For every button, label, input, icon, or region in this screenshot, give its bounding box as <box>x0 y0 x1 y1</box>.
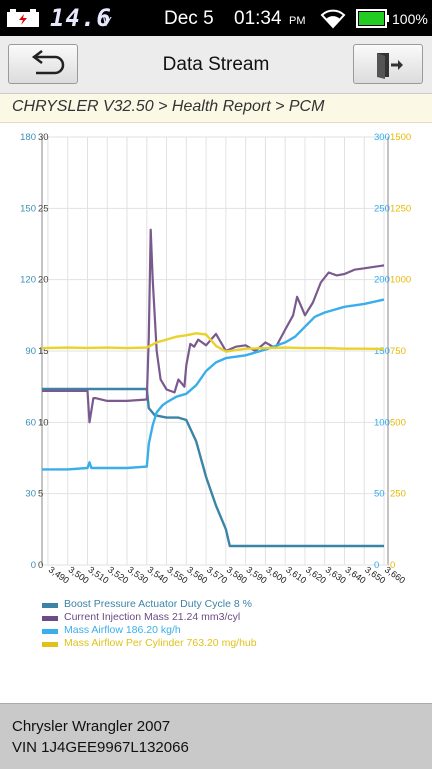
right-axis-tick-label: 50 <box>374 489 385 500</box>
battery-percent: 100% <box>392 11 428 27</box>
right-axis-tick-label: 1250 <box>390 203 411 214</box>
battery-voltage: 14.6 <box>50 4 112 32</box>
left-axis-tick-label: 0 <box>31 560 36 571</box>
x-tick-label: 3,580 <box>225 564 249 585</box>
legend-swatch <box>42 642 58 647</box>
status-time: 01:34 <box>234 8 282 29</box>
series-line-mass-airflow-per-cylinder <box>41 332 385 353</box>
x-tick-label: 3,610 <box>284 564 308 585</box>
x-tick-label: 3,550 <box>165 564 189 585</box>
right-axis-tick-label: 100 <box>374 417 390 428</box>
left-axis-tick-label: 25 <box>38 203 49 214</box>
title-bar: Data Stream <box>0 36 432 94</box>
x-tick-label: 3,490 <box>47 564 71 585</box>
left-axis-tick-label: 180 <box>20 132 36 143</box>
left-axis-tick-label: 5 <box>38 489 43 500</box>
legend-label: Current Injection Mass 21.24 mm3/cyl <box>64 611 241 623</box>
x-tick-label: 3,590 <box>244 564 268 585</box>
x-tick-label: 3,500 <box>67 564 91 585</box>
right-axis-tick-label: 250 <box>374 203 390 214</box>
x-tick-label: 3,510 <box>86 564 110 585</box>
right-axis-tick-label: 1000 <box>390 275 411 286</box>
phone-battery-icon <box>356 9 389 28</box>
left-axis-tick-label: 20 <box>38 275 49 286</box>
series-line-current-injection-mass <box>42 228 385 424</box>
x-tick-label: 3,640 <box>343 564 367 585</box>
page-title: Data Stream <box>162 54 270 75</box>
vehicle-model: Chrysler Wrangler 2007 <box>12 718 171 735</box>
data-stream-chart: 3,4903,5003,5103,5203,5303,5403,5503,560… <box>20 132 411 586</box>
series-line-mass-airflow <box>42 298 385 471</box>
voltage-unit: V <box>102 14 111 29</box>
series-line-boost-pressure-actuator-duty-cycle <box>42 387 384 548</box>
vehicle-vin: VIN 1J4GEE9967L132066 <box>12 739 189 756</box>
right-axis-tick-label: 200 <box>374 275 390 286</box>
vehicle-info: Chrysler Wrangler 2007 VIN 1J4GEE9967L13… <box>0 703 432 769</box>
x-tick-label: 3,570 <box>205 564 229 585</box>
exit-button[interactable] <box>353 44 423 84</box>
x-tick-label: 3,540 <box>146 564 170 585</box>
legend-item: Current Injection Mass 21.24 mm3/cyl <box>42 611 257 624</box>
chart-legend: Boost Pressure Actuator Duty Cycle 8 % Cu… <box>42 598 257 650</box>
legend-item: Boost Pressure Actuator Duty Cycle 8 % <box>42 598 257 611</box>
car-battery-icon <box>7 9 39 27</box>
right-axis-tick-label: 500 <box>390 417 406 428</box>
left-axis-tick-label: 30 <box>38 132 49 143</box>
x-tick-label: 3,560 <box>185 564 209 585</box>
x-tick-label: 3,520 <box>106 564 130 585</box>
x-tick-label: 3,600 <box>264 564 288 585</box>
legend-item: Mass Airflow Per Cylinder 763.20 mg/hub <box>42 637 257 650</box>
status-date: Dec 5 <box>164 8 214 29</box>
legend-item: Mass Airflow 186.20 kg/h <box>42 624 257 637</box>
legend-label: Mass Airflow 186.20 kg/h <box>64 624 181 636</box>
right-axis-tick-label: 150 <box>374 346 390 357</box>
x-tick-label: 3,620 <box>304 564 328 585</box>
left-axis-tick-label: 15 <box>38 346 49 357</box>
left-axis-tick-label: 10 <box>38 417 49 428</box>
legend-swatch <box>42 603 58 608</box>
breadcrumb: CHRYSLER V32.50 > Health Report > PCM <box>0 94 432 123</box>
back-arrow-icon <box>31 50 65 75</box>
legend-label: Mass Airflow Per Cylinder 763.20 mg/hub <box>64 637 257 649</box>
left-axis-tick-label: 120 <box>20 275 36 286</box>
legend-label: Boost Pressure Actuator Duty Cycle 8 % <box>64 598 252 610</box>
x-tick-label: 3,630 <box>324 564 348 585</box>
status-bar: 14.6 V Dec 5 01:34 PM 100% <box>0 0 432 36</box>
right-axis-tick-label: 1500 <box>390 132 411 143</box>
legend-swatch <box>42 629 58 634</box>
right-axis-tick-label: 0 <box>374 560 379 571</box>
left-axis-tick-label: 0 <box>38 560 43 571</box>
x-tick-label: 3,530 <box>126 564 150 585</box>
exit-door-icon <box>377 53 403 79</box>
status-ampm: PM <box>289 15 306 27</box>
right-axis-tick-label: 300 <box>374 132 390 143</box>
left-axis-tick-label: 90 <box>25 346 36 357</box>
right-axis-tick-label: 750 <box>390 346 406 357</box>
right-axis-tick-label: 0 <box>390 560 395 571</box>
legend-swatch <box>42 616 58 621</box>
left-axis-tick-label: 60 <box>25 417 36 428</box>
back-button[interactable] <box>8 44 78 84</box>
left-axis-tick-label: 30 <box>25 489 36 500</box>
right-axis-tick-label: 250 <box>390 489 406 500</box>
wifi-icon <box>320 9 346 29</box>
left-axis-tick-label: 150 <box>20 203 36 214</box>
breadcrumb-text: CHRYSLER V32.50 > Health Report > PCM <box>12 98 325 115</box>
